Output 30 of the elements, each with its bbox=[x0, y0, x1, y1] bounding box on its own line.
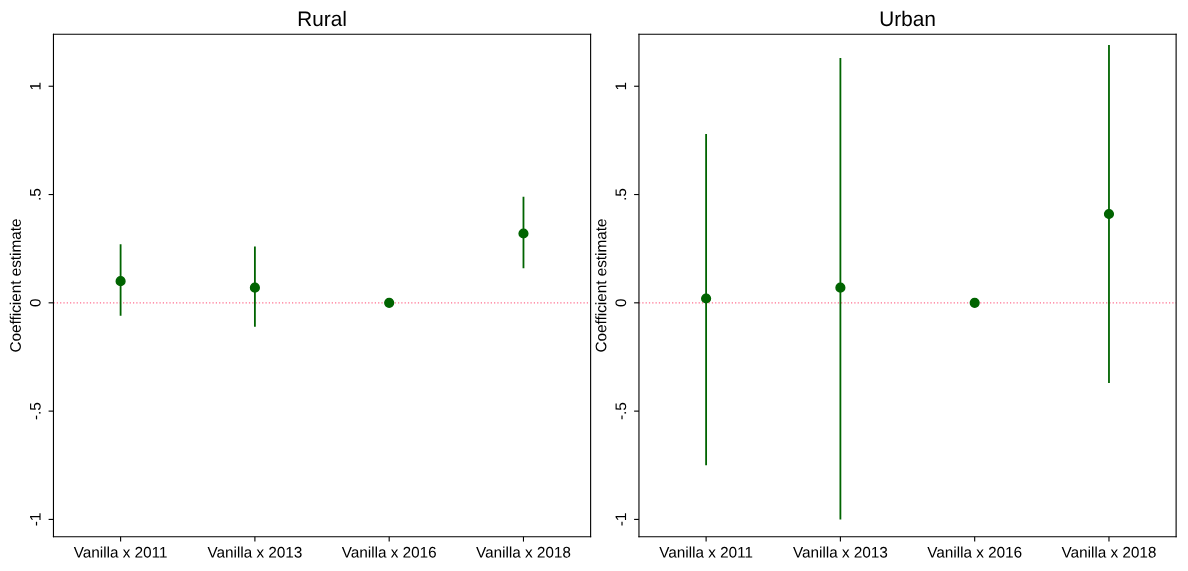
y-axis-title: Coefficient estimate bbox=[595, 219, 607, 352]
point bbox=[969, 297, 980, 308]
chart-title: Urban bbox=[880, 10, 935, 27]
y-tick-label: -.5 bbox=[30, 402, 41, 420]
point bbox=[518, 228, 529, 239]
y-tick-label: .5 bbox=[615, 188, 627, 200]
y-tick-label: 0 bbox=[615, 299, 627, 307]
point bbox=[1103, 208, 1115, 220]
y-tick-label: -1 bbox=[615, 513, 627, 526]
y-axis-title: Coefficient estimate bbox=[9, 219, 21, 352]
x-tick-label: Vanilla x 2016 bbox=[927, 546, 1022, 558]
x-tick-label: Vanilla x 2011 bbox=[659, 546, 753, 558]
point bbox=[115, 276, 126, 287]
point bbox=[701, 293, 712, 304]
point bbox=[384, 297, 395, 308]
y-tick-label: -1 bbox=[30, 513, 41, 526]
y-tick-label: -.5 bbox=[615, 402, 627, 420]
x-tick-label: Vanilla x 2016 bbox=[341, 546, 436, 558]
y-tick-label: 0 bbox=[29, 299, 41, 307]
x-tick-label: Vanilla x 2018 bbox=[1061, 546, 1156, 558]
chart-title: Rural bbox=[298, 10, 346, 27]
x-tick-label: Vanilla x 2018 bbox=[476, 546, 571, 558]
y-tick-label: 1 bbox=[30, 82, 41, 90]
y-tick-label: 1 bbox=[615, 82, 627, 90]
point bbox=[835, 282, 846, 293]
y-tick-label: .5 bbox=[30, 188, 41, 200]
x-tick-label: Vanilla x 2013 bbox=[793, 546, 888, 558]
x-tick-label: Vanilla x 2013 bbox=[207, 546, 302, 558]
point bbox=[249, 282, 260, 293]
x-tick-label: Vanilla x 2011 bbox=[73, 546, 167, 558]
